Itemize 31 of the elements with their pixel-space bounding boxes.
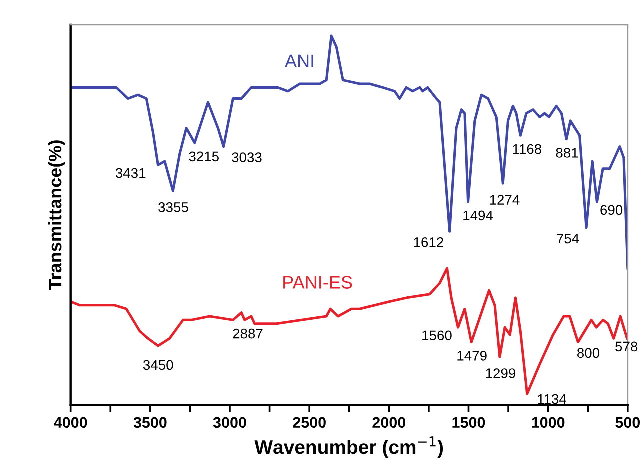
x-tick-label: 3000: [213, 417, 246, 428]
annotation: 3033: [232, 152, 262, 162]
y-axis-title: Transmittance(%): [48, 140, 66, 290]
annotation: 2887: [233, 328, 263, 339]
annotation: 3450: [143, 360, 174, 370]
x-tick-label: 500: [616, 417, 640, 428]
annotation: 1560: [422, 330, 452, 341]
annotation: 881: [556, 148, 578, 158]
annotation: 1134: [538, 394, 567, 404]
x-tick-label: 1500: [452, 417, 486, 428]
series-label: ANI: [285, 54, 314, 68]
x-axis-title: Wavenumber (cm$^{−1}$): [254, 436, 444, 458]
annotation: 1612: [414, 238, 444, 248]
annotation: 578: [616, 342, 638, 352]
x-tick-label: 1000: [532, 417, 565, 428]
x-tick-label: 2500: [293, 417, 326, 428]
x-tick-label: 4000: [54, 417, 88, 428]
annotation: 1479: [458, 351, 487, 361]
x-tick-label: 2000: [372, 417, 406, 428]
annotation: 3355: [158, 202, 188, 212]
annotation: 1274: [490, 195, 520, 205]
annotation: 754: [557, 234, 580, 244]
annotation: 1494: [464, 210, 494, 221]
x-tick-label: 3500: [134, 417, 167, 428]
annotation: 1168: [513, 144, 542, 154]
annotation: 3431: [116, 168, 146, 178]
annotation: 1299: [486, 368, 516, 378]
annotation: 3215: [189, 152, 219, 162]
series-label: PANI-ES: [284, 276, 352, 289]
annotation: 800: [578, 348, 600, 358]
annotation: 690: [600, 205, 623, 216]
